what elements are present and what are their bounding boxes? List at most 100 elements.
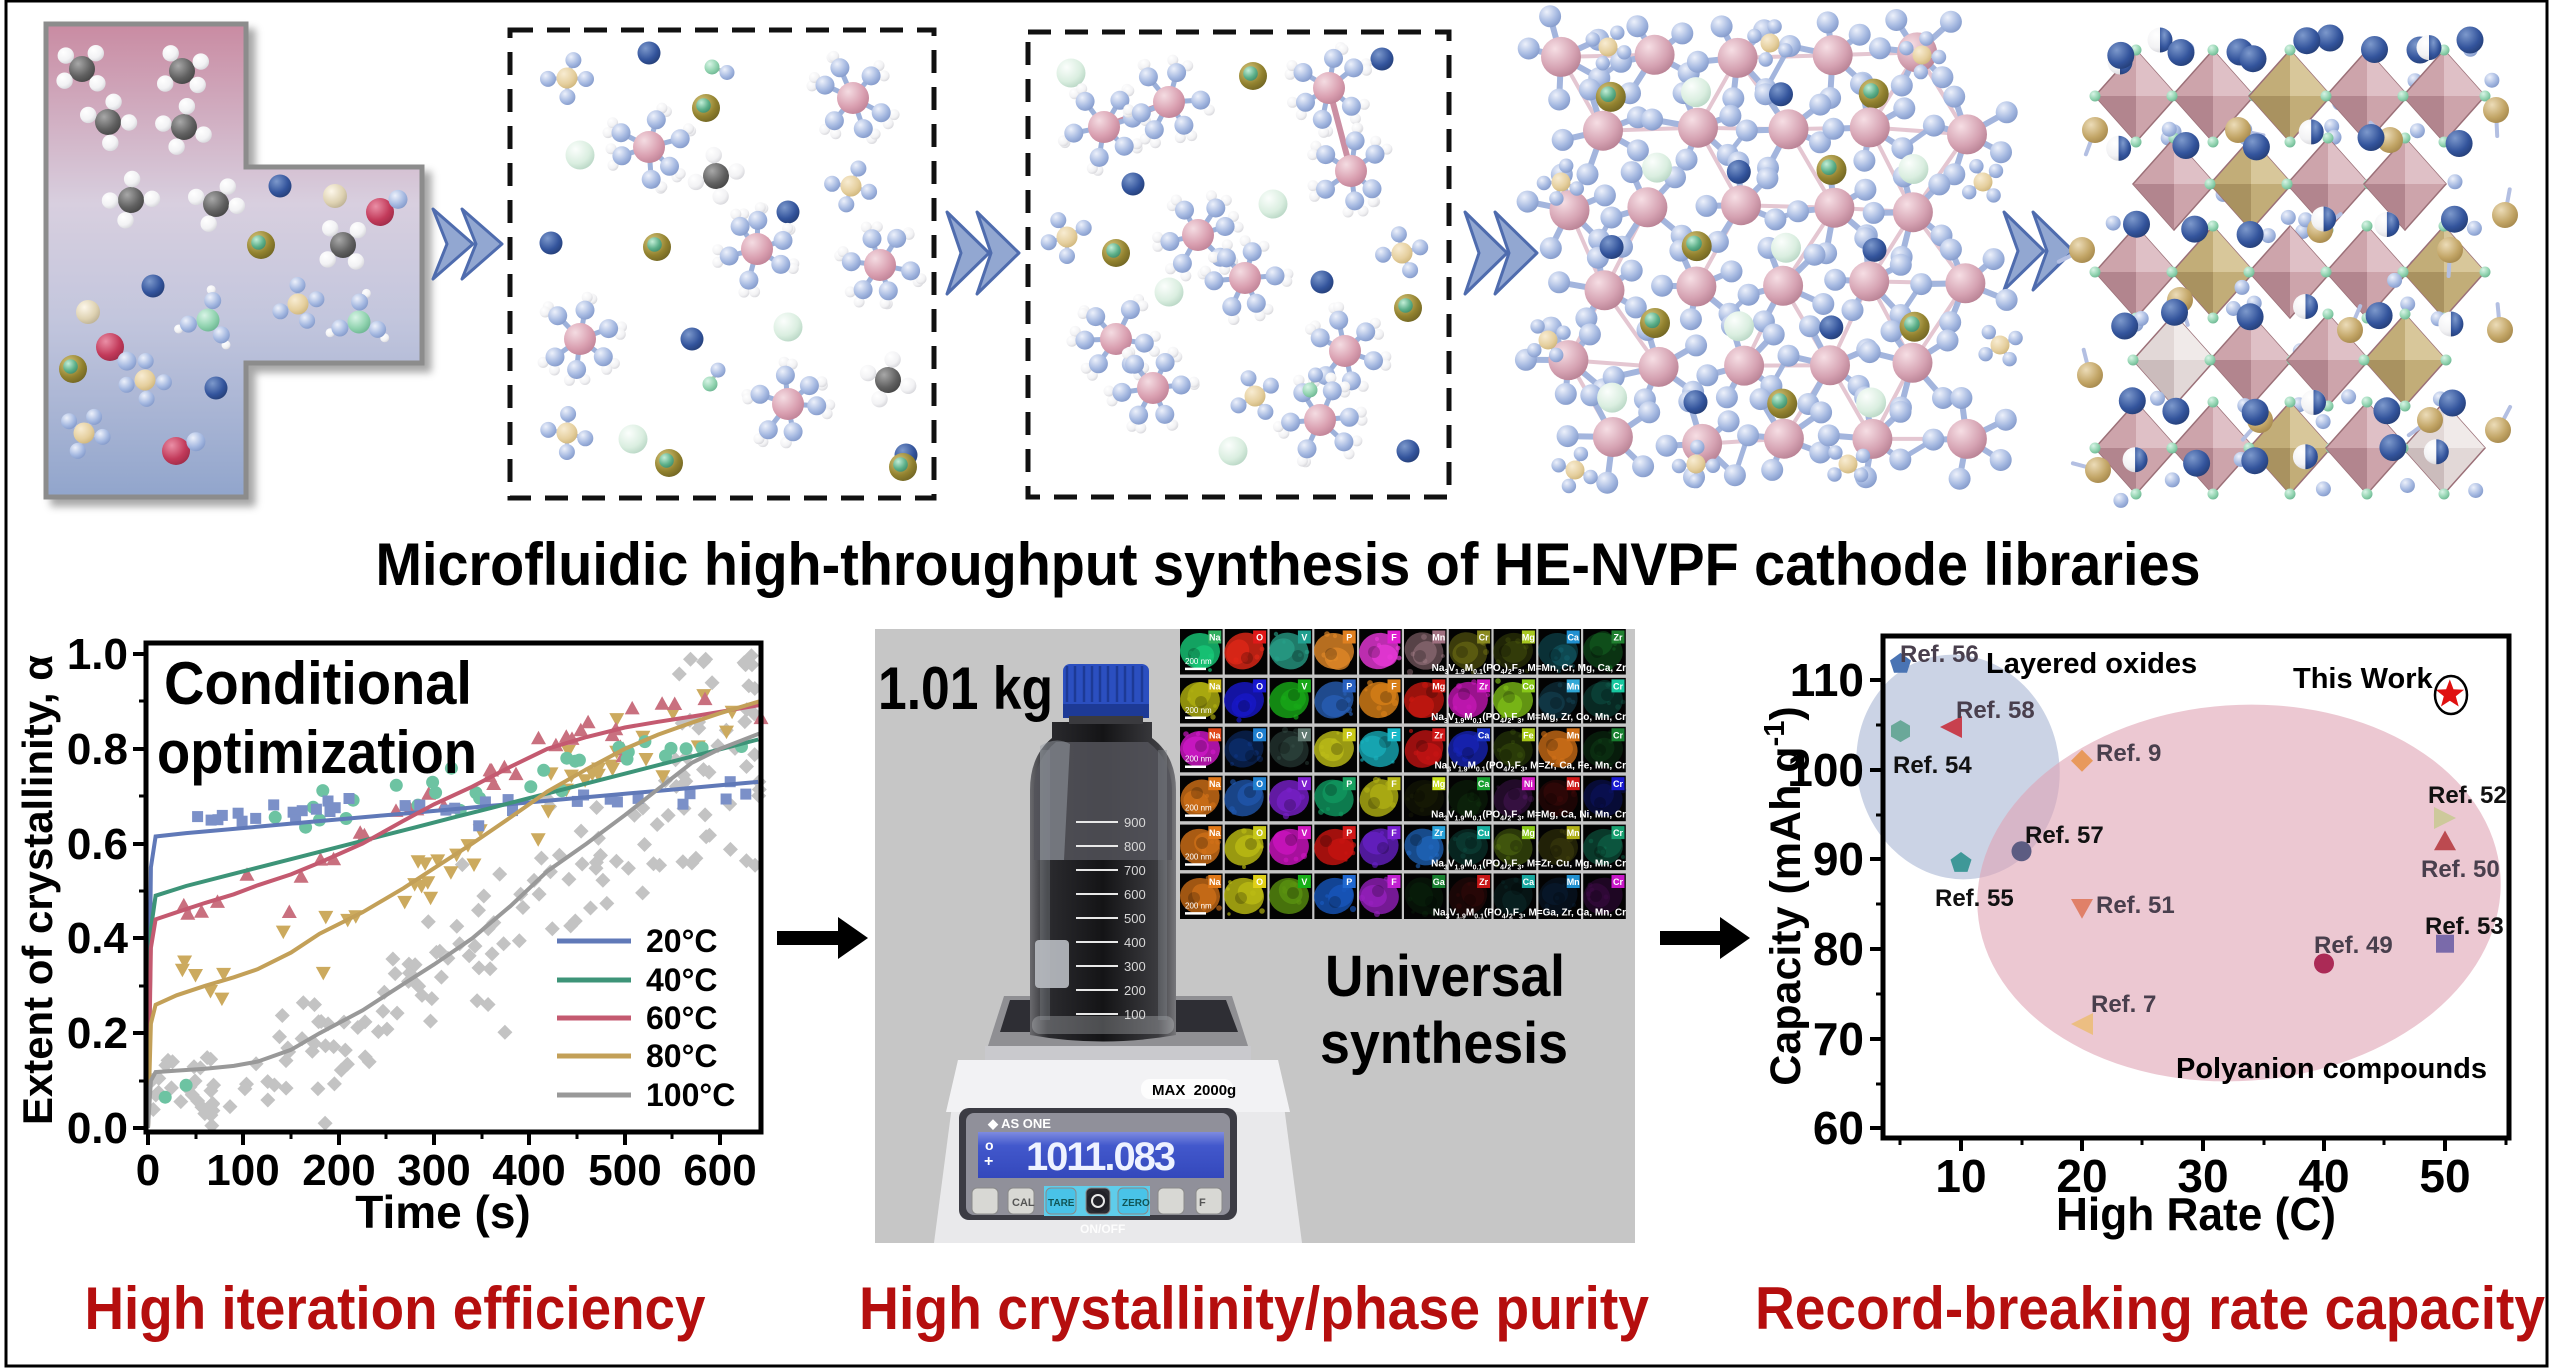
svg-text:F: F — [1391, 681, 1397, 691]
svg-text:40: 40 — [2298, 1150, 2349, 1202]
svg-text:F: F — [1391, 730, 1397, 740]
svg-text:Ref. 9: Ref. 9 — [2096, 740, 2161, 767]
svg-text:◆ AS ONE: ◆ AS ONE — [987, 1116, 1051, 1131]
svg-text:Capacity (mAh g-1): Capacity (mAh g-1) — [1759, 706, 1810, 1085]
svg-text:60°C: 60°C — [646, 1000, 718, 1036]
svg-text:20: 20 — [2056, 1150, 2107, 1202]
svg-text:P: P — [1346, 877, 1352, 887]
svg-text:200 nm: 200 nm — [1185, 804, 1212, 813]
svg-text:Zr: Zr — [1614, 633, 1623, 643]
svg-text:optimization: optimization — [157, 719, 477, 786]
svg-text:700: 700 — [1124, 863, 1146, 878]
svg-text:Cr: Cr — [1613, 730, 1623, 740]
svg-text:80: 80 — [1813, 923, 1864, 975]
svg-text:Mn: Mn — [1567, 681, 1580, 691]
svg-text:High iteration efficiency: High iteration efficiency — [85, 1275, 707, 1342]
svg-text:High Rate (C): High Rate (C) — [2056, 1188, 2336, 1240]
svg-text:Ref. 57: Ref. 57 — [2025, 822, 2104, 849]
svg-text:Na: Na — [1209, 633, 1221, 643]
svg-text:100°C: 100°C — [646, 1077, 735, 1113]
svg-text:0.2: 0.2 — [67, 1009, 128, 1058]
svg-text:900: 900 — [1124, 815, 1146, 830]
svg-text:CAL: CAL — [1012, 1197, 1035, 1209]
svg-text:200 nm: 200 nm — [1185, 657, 1212, 666]
svg-text:400: 400 — [1124, 935, 1146, 950]
svg-text:Ca: Ca — [1478, 730, 1490, 740]
svg-text:P: P — [1346, 681, 1352, 691]
svg-text:300: 300 — [1124, 959, 1146, 974]
svg-text:Ref. 58: Ref. 58 — [1956, 697, 2035, 724]
svg-text:Mn: Mn — [1567, 730, 1580, 740]
svg-text:F: F — [1391, 877, 1397, 887]
svg-text:Mn: Mn — [1432, 633, 1445, 643]
svg-text:+: + — [984, 1153, 993, 1170]
svg-text:Polyanion compounds: Polyanion compounds — [2176, 1053, 2487, 1085]
svg-text:ON/OFF: ON/OFF — [1080, 1222, 1125, 1236]
svg-text:Microfluidic high-throughput s: Microfluidic high-throughput synthesis o… — [376, 531, 2201, 598]
svg-text:O: O — [1256, 730, 1263, 740]
svg-text:200 nm: 200 nm — [1185, 853, 1212, 862]
svg-text:V: V — [1301, 828, 1307, 838]
svg-text:80°C: 80°C — [646, 1038, 718, 1074]
svg-text:100: 100 — [1787, 744, 1864, 796]
svg-text:500: 500 — [588, 1146, 661, 1195]
svg-text:Ref. 7: Ref. 7 — [2091, 991, 2156, 1018]
svg-text:Cr: Cr — [1613, 877, 1623, 887]
svg-text:V: V — [1301, 779, 1307, 789]
svg-text:Ga: Ga — [1433, 877, 1446, 887]
svg-text:1011.083: 1011.083 — [1026, 1135, 1176, 1179]
svg-text:P: P — [1346, 779, 1352, 789]
svg-text:Ref. 53: Ref. 53 — [2425, 913, 2504, 940]
svg-text:Conditional: Conditional — [164, 650, 472, 717]
svg-text:200 nm: 200 nm — [1185, 901, 1212, 910]
svg-text:Ca: Ca — [1478, 779, 1490, 789]
svg-text:This Work: This Work — [2293, 663, 2434, 695]
svg-text:Record-breaking rate capacity: Record-breaking rate capacity — [1755, 1275, 2546, 1342]
svg-text:Ref. 49: Ref. 49 — [2314, 932, 2393, 959]
svg-text:0.0: 0.0 — [67, 1104, 128, 1153]
svg-text:F: F — [1391, 633, 1397, 643]
svg-text:V: V — [1301, 877, 1307, 887]
svg-text:Mg: Mg — [1522, 633, 1535, 643]
svg-text:0.4: 0.4 — [67, 914, 129, 963]
svg-text:Cr: Cr — [1613, 828, 1623, 838]
svg-text:600: 600 — [683, 1146, 756, 1195]
svg-text:90: 90 — [1813, 833, 1864, 885]
svg-text:F: F — [1199, 1197, 1206, 1209]
svg-text:400: 400 — [492, 1146, 565, 1195]
svg-text:TARE: TARE — [1048, 1198, 1075, 1209]
svg-text:20°C: 20°C — [646, 923, 718, 959]
svg-text:Co: Co — [1522, 681, 1534, 691]
svg-text:Zr: Zr — [1434, 828, 1443, 838]
svg-text:Ref. 54: Ref. 54 — [1893, 752, 1972, 779]
svg-text:Mg: Mg — [1522, 828, 1535, 838]
svg-text:V: V — [1301, 633, 1307, 643]
svg-text:P: P — [1346, 828, 1352, 838]
svg-text:Na3V1.9M0.1(PO4)2F3, M=Mn, Cr,: Na3V1.9M0.1(PO4)2F3, M=Mn, Cr, Mg, Ca, Z… — [1432, 663, 1626, 676]
svg-text:Ca: Ca — [1567, 633, 1579, 643]
svg-text:0: 0 — [136, 1146, 160, 1195]
svg-text:Zr: Zr — [1479, 877, 1488, 887]
svg-text:Cr: Cr — [1613, 681, 1623, 691]
svg-text:Fe: Fe — [1523, 730, 1534, 740]
svg-text:40°C: 40°C — [646, 962, 718, 998]
svg-text:Na: Na — [1209, 730, 1221, 740]
svg-text:Ref. 55: Ref. 55 — [1935, 885, 2014, 912]
svg-text:o: o — [985, 1137, 994, 1153]
svg-text:Zr: Zr — [1479, 681, 1488, 691]
svg-text:Ca: Ca — [1523, 877, 1535, 887]
svg-text:MAX 2000g: MAX 2000g — [1152, 1082, 1236, 1099]
svg-text:200 nm: 200 nm — [1185, 706, 1212, 715]
svg-text:30: 30 — [2177, 1150, 2228, 1202]
svg-text:Ref. 51: Ref. 51 — [2096, 892, 2175, 919]
svg-text:Mg: Mg — [1432, 779, 1445, 789]
svg-text:100: 100 — [1124, 1007, 1146, 1022]
svg-text:1.01 kg: 1.01 kg — [878, 655, 1053, 722]
svg-text:200: 200 — [1124, 983, 1146, 998]
svg-text:100: 100 — [206, 1146, 279, 1195]
svg-text:Ref. 56: Ref. 56 — [1900, 641, 1979, 668]
svg-text:200: 200 — [302, 1146, 375, 1195]
svg-text:Na: Na — [1209, 877, 1221, 887]
svg-text:O: O — [1256, 877, 1263, 887]
svg-text:Zr: Zr — [1434, 730, 1443, 740]
